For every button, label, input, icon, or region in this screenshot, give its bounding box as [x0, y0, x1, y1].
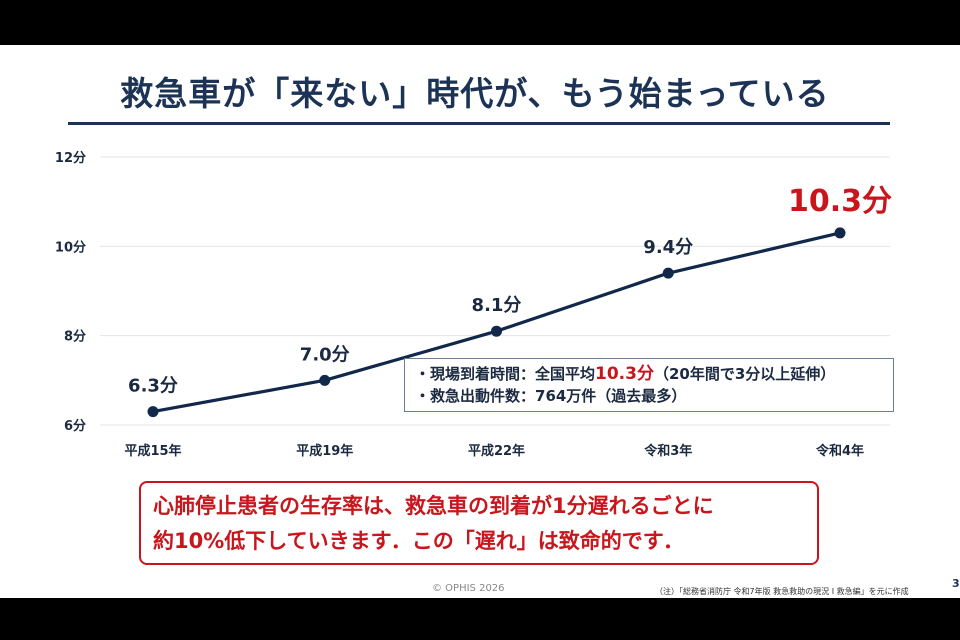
data-label: 10.3分	[788, 184, 892, 219]
data-point	[147, 406, 159, 418]
data-label: 9.4分	[643, 237, 693, 258]
title-underline	[68, 122, 890, 125]
source-note: （注）「総務省消防庁 令和7年版 救急救助の現況 Ⅰ 救急編」を元に作成	[655, 587, 909, 596]
y-axis-ticks: 6分 8分 10分 12分	[55, 150, 86, 434]
data-label: 7.0分	[300, 344, 350, 365]
info-line-dispatch: ・救急出動件数：764万件（過去最多）	[415, 387, 687, 405]
info-arrival-suffix: （20年間で3分以上延伸）	[653, 365, 836, 383]
info-arrival-prefix: ・現場到着時間：全国平均	[415, 365, 596, 383]
slide: 救急車が「来ない」時代が、もう始まっている 6分 8分 10分 12分 6.3分 7.0…	[0, 45, 960, 598]
x-axis-ticks: 平成15年 平成19年 平成22年 令和3年 令和4年	[124, 443, 864, 459]
page-number: 3	[952, 577, 960, 590]
x-tick-label: 令和4年	[816, 443, 864, 459]
x-tick-label: 平成19年	[296, 443, 353, 459]
warning-line-1: 心肺停止患者の生存率は、救急車の到着が1分遅れるごとに	[153, 494, 714, 518]
data-point	[491, 325, 502, 337]
warning-line-2: 約10%低下していきます．この「遅れ」は致命的です．	[153, 529, 684, 553]
grid-lines	[100, 156, 890, 426]
data-point	[834, 227, 846, 239]
info-box: ・現場到着時間：全国平均10.3分（20年間で3分以上延伸） ・救急出動件数：7…	[404, 358, 894, 412]
copyright: © OPHIS 2026	[432, 583, 505, 594]
data-point	[662, 267, 674, 279]
data-label: 8.1分	[472, 295, 522, 316]
y-tick-label: 8分	[64, 329, 86, 345]
data-points	[147, 227, 846, 418]
y-tick-label: 6分	[64, 418, 86, 434]
x-tick-label: 平成15年	[124, 443, 181, 459]
x-tick-label: 令和3年	[644, 443, 692, 459]
info-line-arrival: ・現場到着時間：全国平均10.3分（20年間で3分以上延伸）	[415, 363, 883, 385]
warning-box: 心肺停止患者の生存率は、救急車の到着が1分遅れるごとに 約10%低下していきます…	[139, 481, 819, 565]
y-tick-label: 10分	[55, 239, 86, 255]
data-label: 6.3分	[128, 376, 178, 397]
data-point	[319, 374, 331, 386]
info-arrival-value: 10.3分	[595, 364, 654, 384]
x-tick-label: 平成22年	[468, 443, 525, 459]
slide-title: 救急車が「来ない」時代が、もう始まっている	[120, 74, 830, 113]
data-labels: 6.3分 7.0分 8.1分 9.4分 10.3分	[128, 184, 892, 397]
y-tick-label: 12分	[55, 150, 86, 166]
